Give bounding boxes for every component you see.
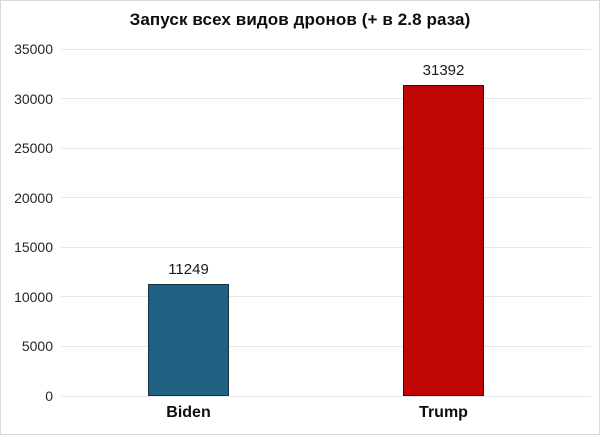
gridline xyxy=(61,98,591,100)
chart-title: Запуск всех видов дронов (+ в 2.8 раза) xyxy=(129,10,471,29)
gridline xyxy=(61,296,591,298)
gridline xyxy=(61,147,591,149)
gridline xyxy=(61,395,591,397)
gridline xyxy=(61,246,591,248)
bar-value-label: 11249 xyxy=(168,261,209,279)
bar-biden xyxy=(148,284,229,396)
gridline xyxy=(61,197,591,199)
gridline xyxy=(61,48,591,50)
bar-value-label: 31392 xyxy=(422,61,465,79)
y-tick-label: 5000 xyxy=(21,338,53,355)
y-tick-label: 25000 xyxy=(14,140,53,157)
y-tick-label: 35000 xyxy=(14,41,53,57)
y-tick-label: 15000 xyxy=(14,239,53,256)
y-tick-label: 20000 xyxy=(14,189,53,206)
y-tick-label: 30000 xyxy=(14,90,53,107)
x-axis-label-trump: Trump xyxy=(419,404,468,421)
y-tick-label: 10000 xyxy=(14,288,53,305)
bar-trump xyxy=(403,84,484,396)
y-tick-label: 0 xyxy=(45,388,53,404)
x-axis-label-biden: Biden xyxy=(166,404,211,421)
gridline xyxy=(61,345,591,347)
